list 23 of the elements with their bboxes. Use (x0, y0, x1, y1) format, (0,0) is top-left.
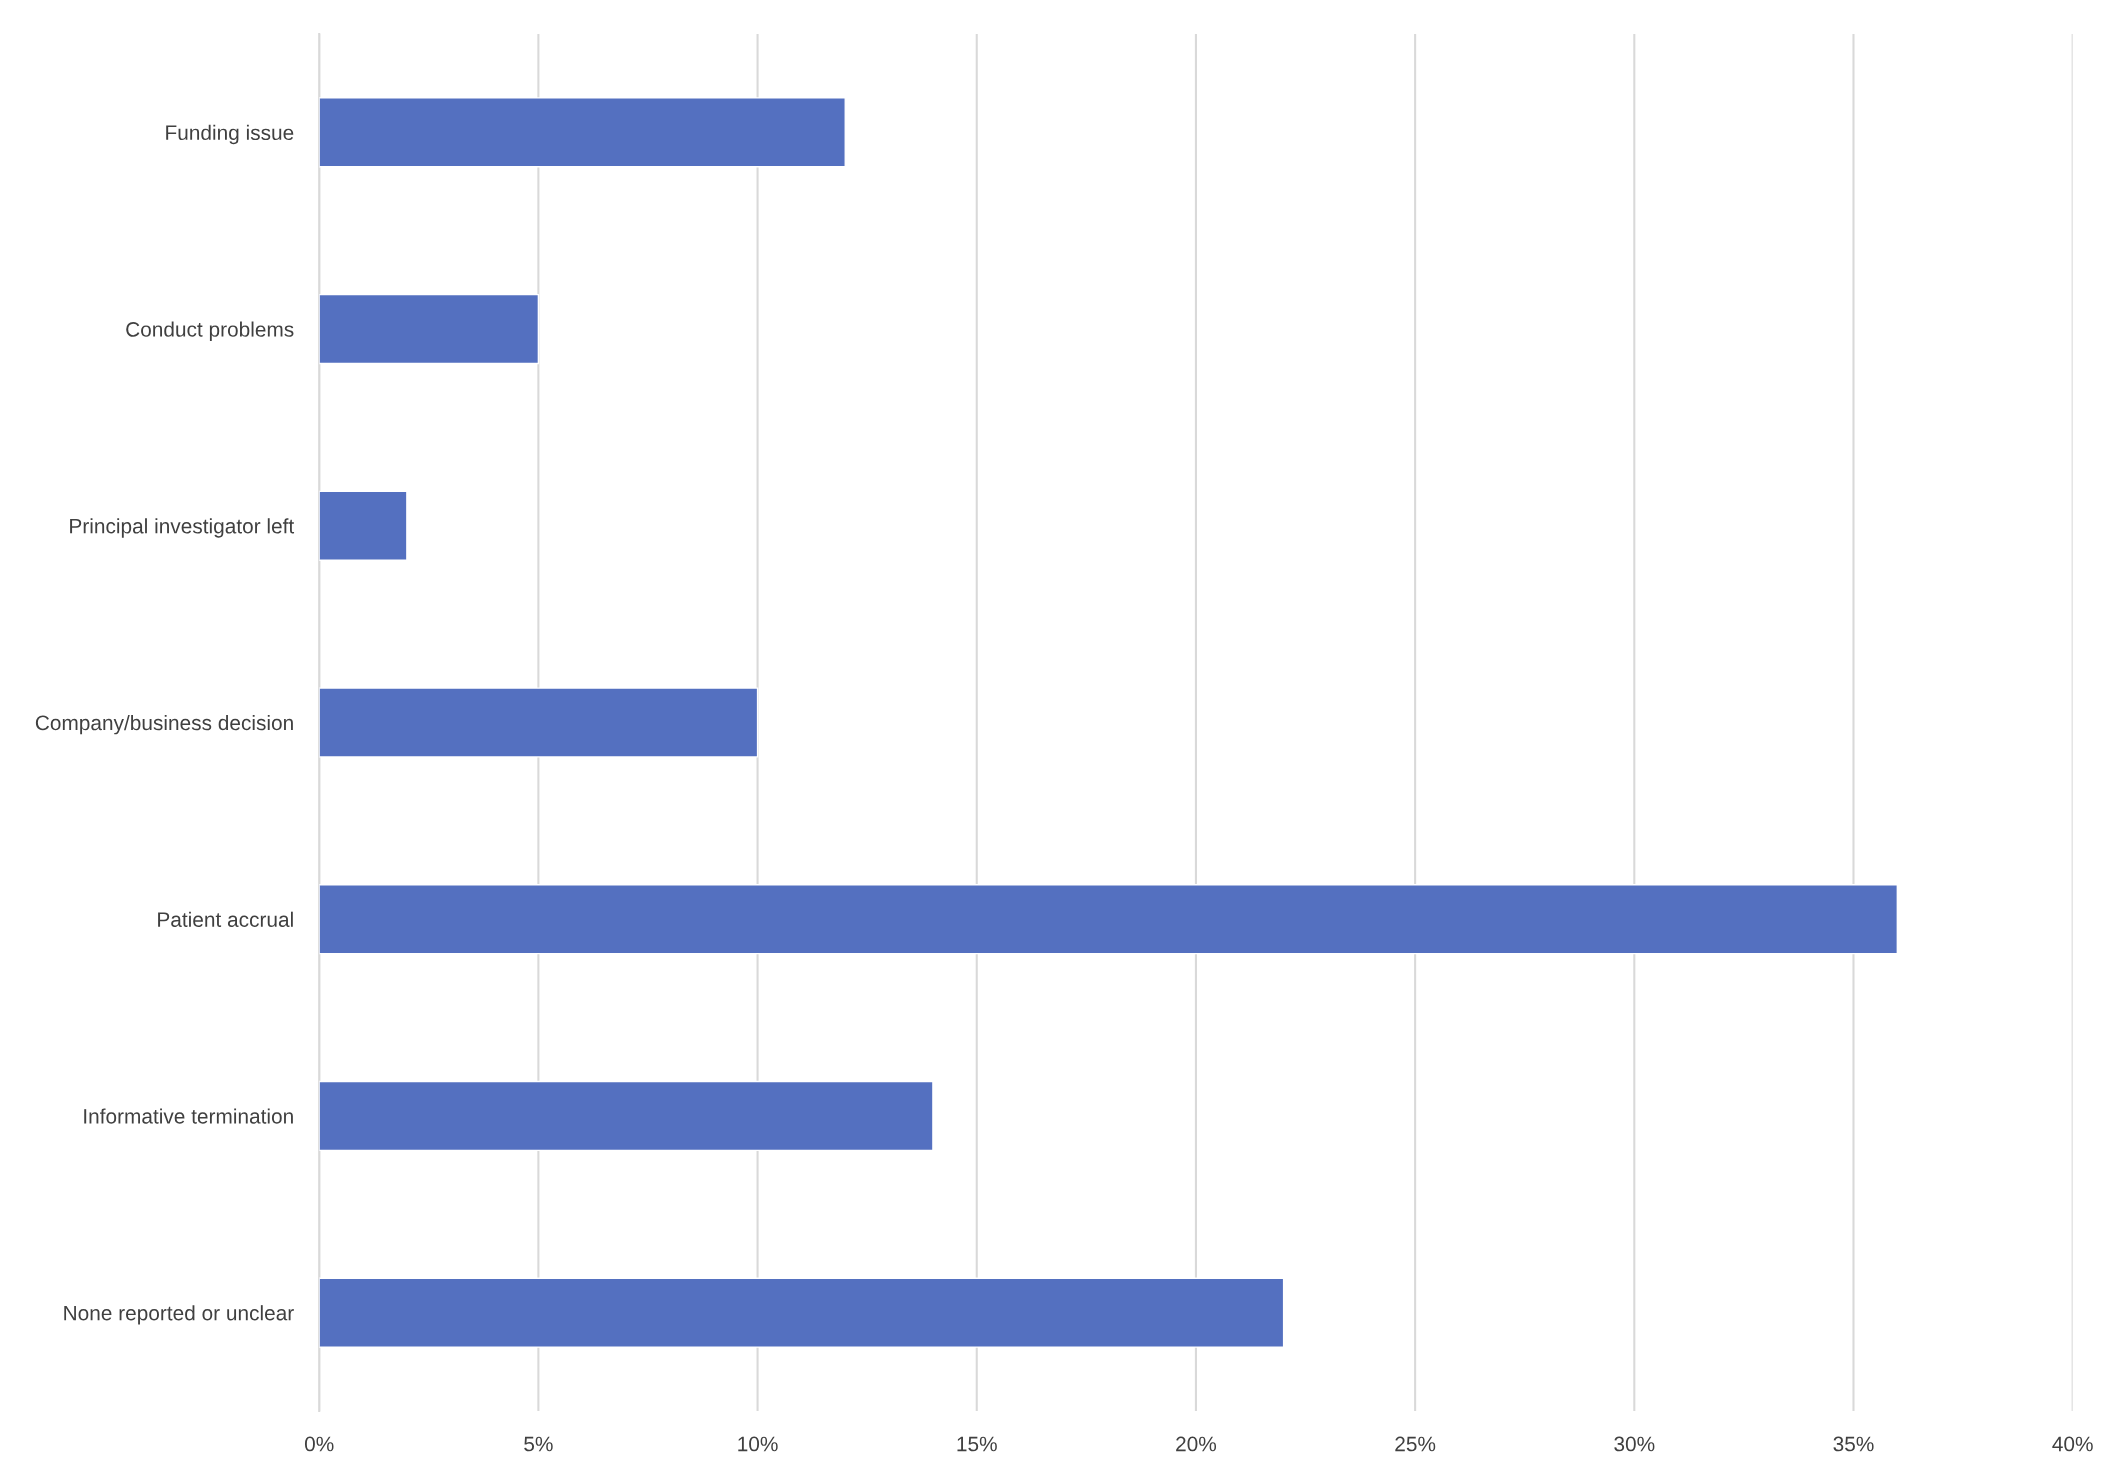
y-tick-label: None reported or unclear (64, 1305, 294, 1325)
x-tick-label: 35% (1833, 1436, 1874, 1452)
bar (319, 97, 846, 168)
x-tick-label: 10% (738, 1436, 778, 1452)
x-tick-label: 40% (2052, 1436, 2093, 1452)
x-tick-label: 15% (957, 1436, 997, 1452)
bar (319, 1080, 934, 1152)
bar (319, 1277, 1285, 1348)
x-tick-label: 0% (304, 1436, 334, 1452)
x-tick-label: 30% (1614, 1436, 1655, 1452)
y-tick-label: Conduct problems (126, 321, 294, 341)
y-tick-label: Funding issue (166, 124, 294, 145)
x-tick-label: 25% (1395, 1436, 1436, 1452)
x-tick-label: 20% (1176, 1436, 1217, 1452)
bar (319, 293, 540, 365)
y-tick-label: Informative termination (84, 1108, 293, 1124)
bar (319, 490, 408, 561)
y-tick-label: Company/business decision (35, 714, 293, 735)
y-tick-label: Patient accrual (158, 911, 293, 927)
bar (319, 884, 1899, 955)
y-tick-label: Principal investigator left (70, 518, 295, 538)
x-tick-label: 5% (524, 1436, 553, 1452)
bar (319, 687, 759, 758)
